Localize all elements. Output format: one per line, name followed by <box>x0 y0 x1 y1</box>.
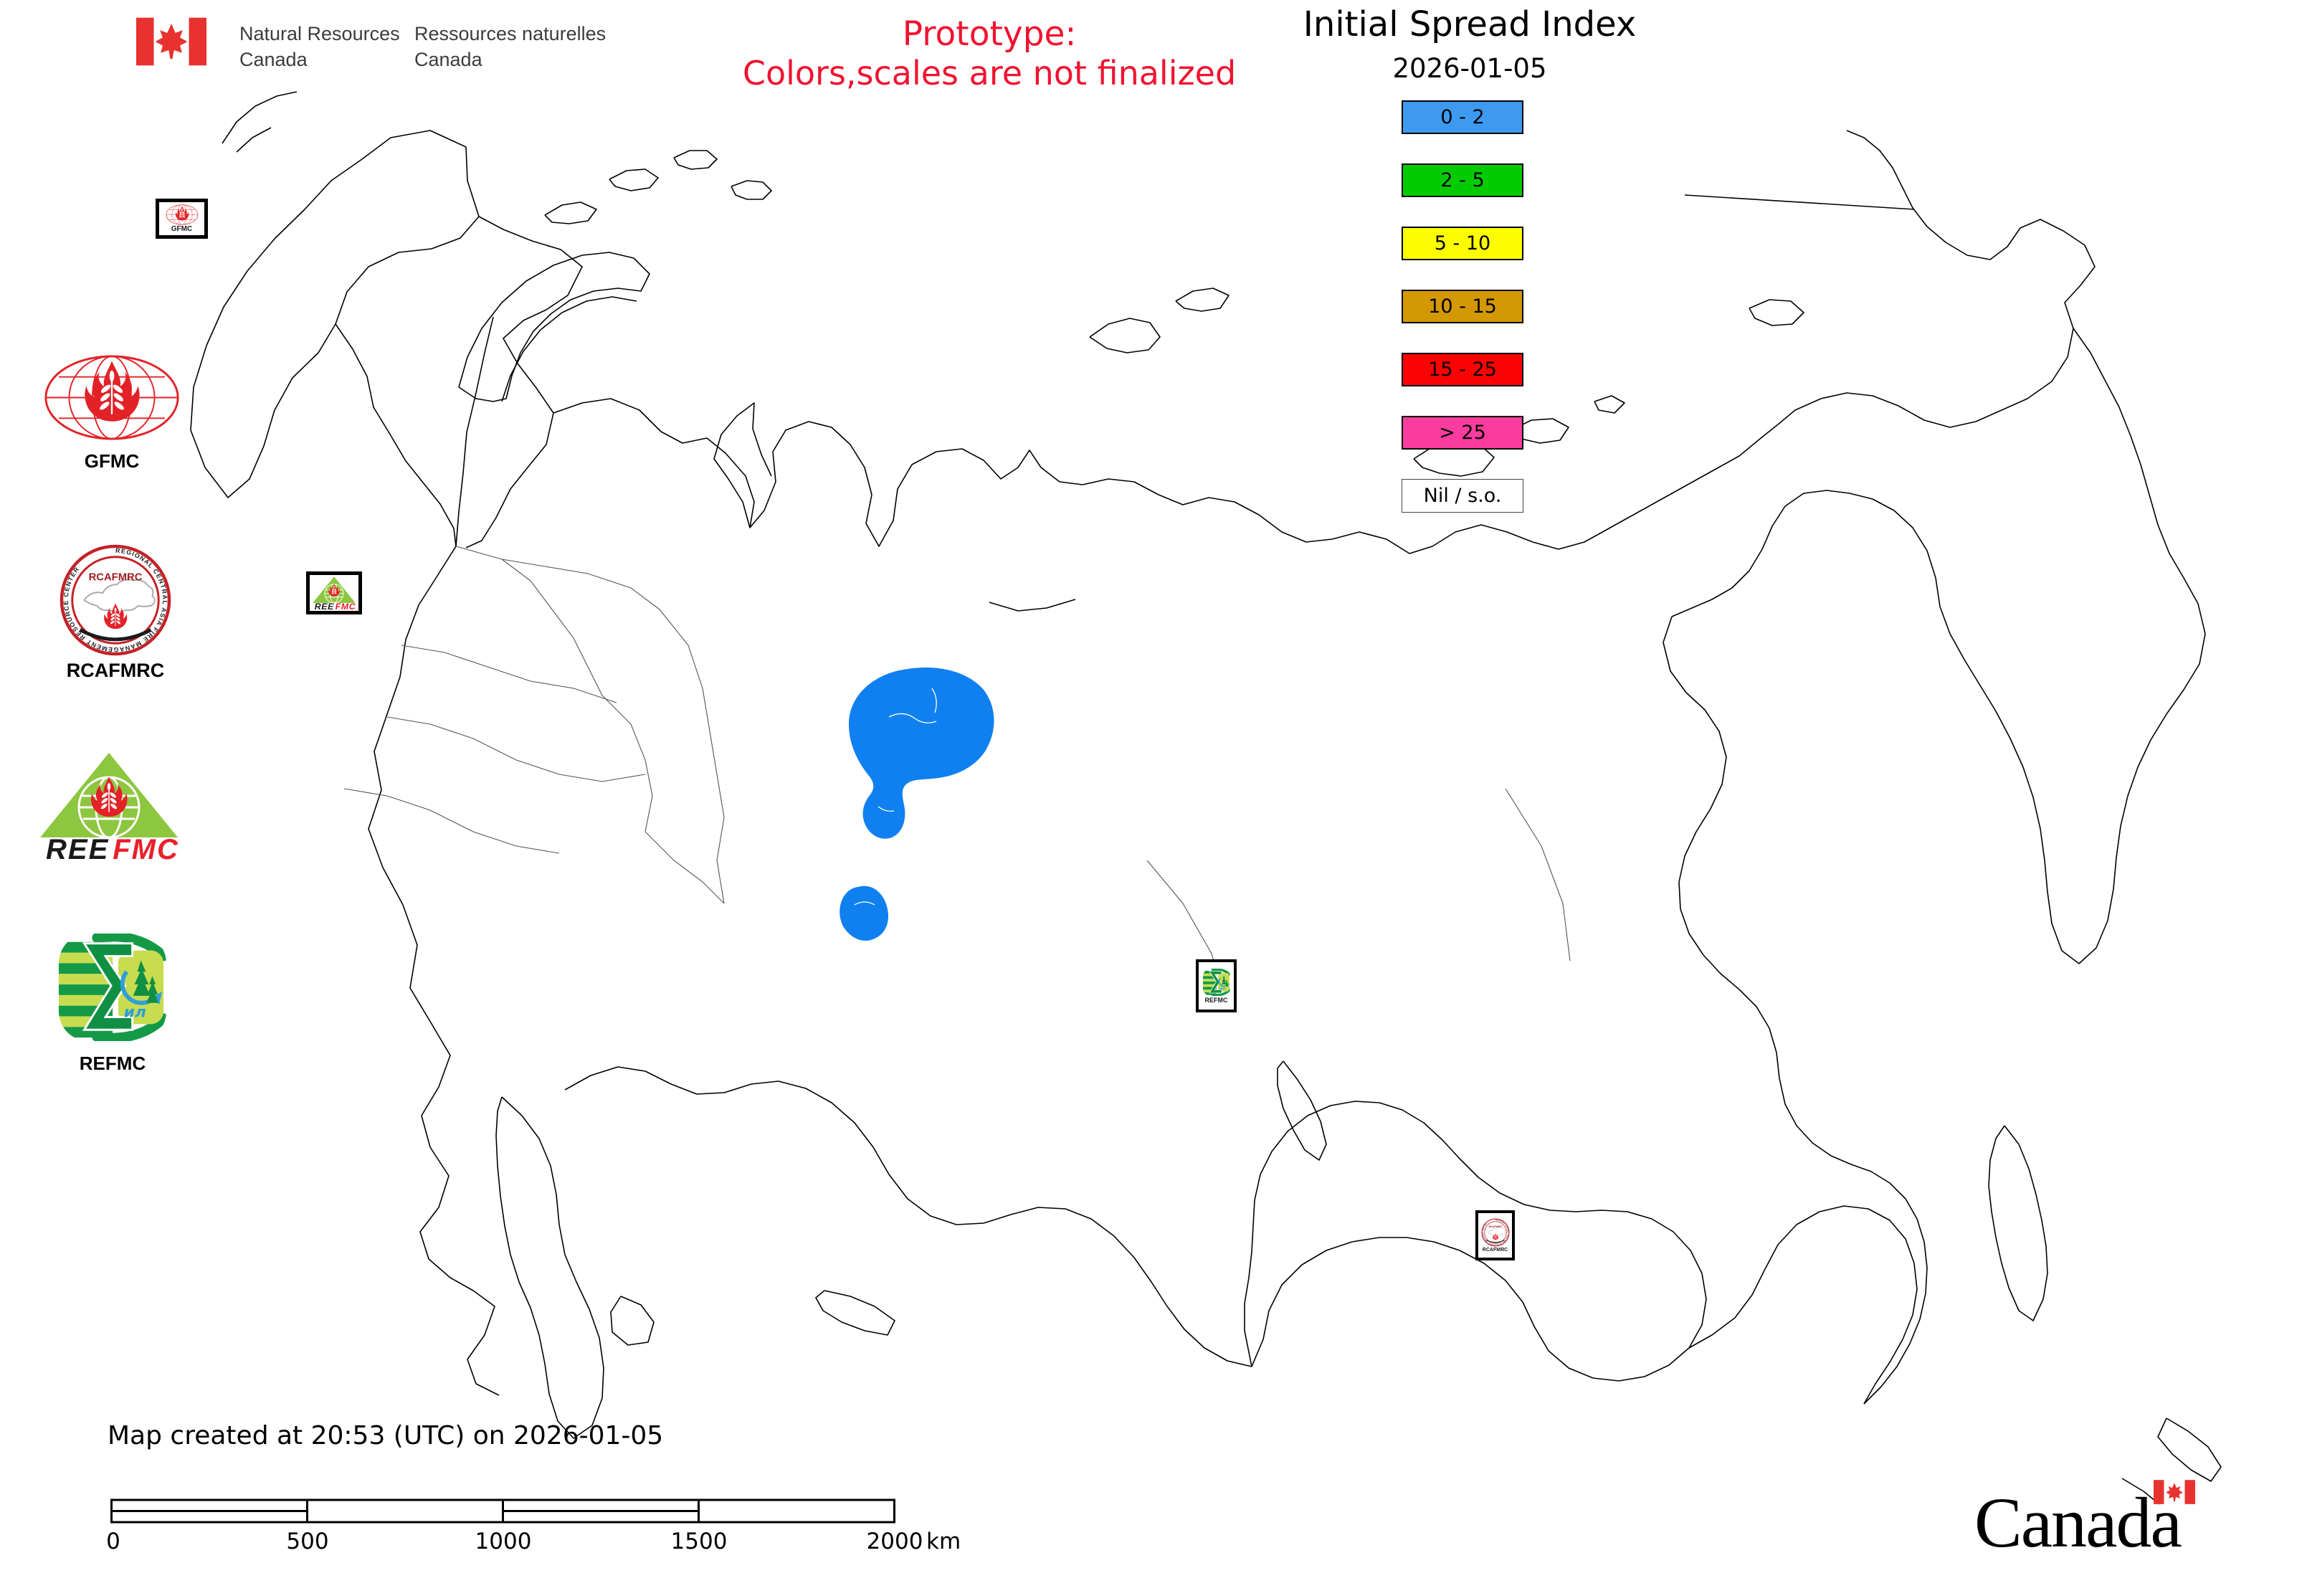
canada-wordmark: Canada <box>1974 1480 2275 1574</box>
map-marker-gfmc: GFMC <box>156 199 208 239</box>
reefmc-mini-logo <box>312 576 356 611</box>
legend-label: 5 - 10 <box>1434 232 1491 255</box>
marker-label: GFMC <box>171 225 193 233</box>
scale-tick-500: 500 <box>286 1529 329 1554</box>
coastlines <box>190 91 2222 1505</box>
gfmc-mini-logo <box>166 204 199 225</box>
isi-blob-large <box>849 668 994 839</box>
rcafmrc-logo <box>59 543 172 657</box>
map-marker-refmc: REFMC <box>1196 959 1237 1012</box>
legend-label: 0 - 2 <box>1440 106 1485 128</box>
org-name-english: Natural Resources Canada <box>239 23 400 70</box>
map-marker-rcafmrc: RCAFMRC <box>1475 1210 1515 1260</box>
legend-label: 2 - 5 <box>1440 169 1485 191</box>
gfmc-caption: GFMC <box>84 450 140 472</box>
legend-date: 2026-01-05 <box>1392 53 1547 84</box>
legend-label: 10 - 15 <box>1428 295 1497 318</box>
gfmc-logo <box>43 354 181 441</box>
isi-low-areas <box>840 668 994 941</box>
rcafmrc-mini-logo <box>1481 1218 1510 1247</box>
legend-item-2-5: 2 - 5 <box>1402 163 1523 197</box>
prototype-notice: Prototype: Colors,scales are not finaliz… <box>645 16 1333 94</box>
legend-label: 15 - 25 <box>1428 358 1497 381</box>
scale-tick-1500: 1500 <box>670 1529 728 1554</box>
map-marker-reefmc <box>306 571 362 614</box>
legend-item-gt-25: > 25 <box>1402 416 1523 450</box>
reefmc-logo <box>37 750 181 863</box>
scale-tick-0: 0 <box>106 1529 120 1554</box>
scale-tick-1000: 1000 <box>475 1529 532 1554</box>
legend-item-0-2: 0 - 2 <box>1402 100 1523 134</box>
canada-wordmark-text: Canada <box>1974 1483 2182 1562</box>
canada-wordmark-flag-icon <box>2154 1480 2195 1504</box>
refmc-logo <box>56 931 169 1044</box>
canada-flag-icon <box>136 17 206 66</box>
prototype-notice-line1: Prototype: <box>902 14 1077 54</box>
legend-label: Nil / s.o. <box>1423 485 1502 507</box>
marker-label: REFMC <box>1204 997 1228 1004</box>
marker-label: RCAFMRC <box>1482 1248 1508 1253</box>
isi-blob-small <box>840 885 889 941</box>
refmc-mini-logo <box>1202 968 1231 997</box>
river-texture <box>854 688 937 906</box>
org-name-french: Ressources naturelles Canada <box>414 23 607 70</box>
scale-unit: km <box>926 1529 961 1554</box>
legend-item-nil: Nil / s.o. <box>1402 479 1523 513</box>
legend-title: Initial Spread Index <box>1303 4 1637 44</box>
legend-item-10-15: 10 - 15 <box>1402 290 1523 323</box>
scale-bar <box>110 1498 895 1524</box>
prototype-notice-line2: Colors,scales are not finalized <box>742 53 1237 92</box>
refmc-caption: REFMC <box>79 1053 146 1074</box>
map-created-text: Map created at 20:53 (UTC) on 2026-01-05 <box>108 1421 664 1450</box>
legend-item-5-10: 5 - 10 <box>1402 227 1523 260</box>
scale-tick-2000: 2000 <box>866 1529 923 1554</box>
legend-label: > 25 <box>1439 422 1486 444</box>
legend-item-15-25: 15 - 25 <box>1402 353 1523 386</box>
admin-borders <box>343 546 1571 1004</box>
rcafmrc-caption: RCAFMRC <box>66 660 165 681</box>
